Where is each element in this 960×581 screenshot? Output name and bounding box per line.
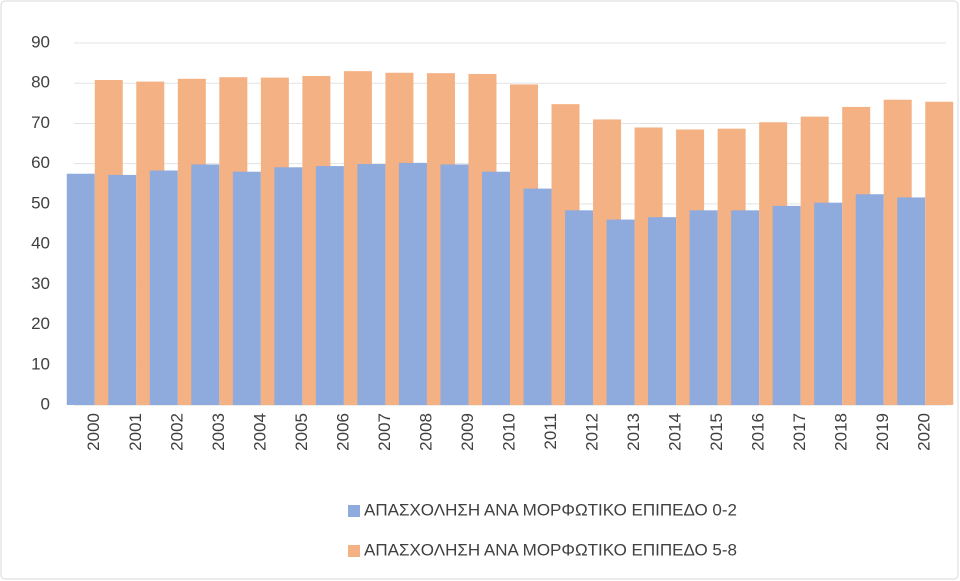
y-tick-label: 50 (31, 193, 50, 212)
x-tick-label: 2013 (624, 413, 643, 451)
x-tick-label: 2011 (541, 413, 560, 450)
bar (66, 173, 95, 405)
y-tick-label: 20 (31, 314, 50, 333)
x-tick-label: 2014 (666, 413, 685, 451)
bar (523, 188, 552, 405)
legend-label: ΑΠΑΣΧΟΛΗΣΗ ΑΝΑ ΜΟΡΦΩΤΙΚΟ ΕΠΙΠΕΔΟ 0-2 (364, 500, 737, 519)
x-tick-label: 2007 (375, 413, 394, 451)
x-tick-label: 2009 (458, 413, 477, 451)
bar (565, 210, 594, 405)
bar (855, 194, 884, 405)
bar (772, 205, 801, 405)
x-tick-label: 2019 (873, 413, 892, 451)
y-tick-label: 60 (31, 153, 50, 172)
x-tick-label: 2000 (84, 413, 103, 451)
y-tick-label: 30 (31, 274, 50, 293)
bar (606, 219, 635, 405)
x-tick-label: 2020 (915, 413, 934, 451)
legend-label: ΑΠΑΣΧΟΛΗΣΗ ΑΝΑ ΜΟΡΦΩΤΙΚΟ ΕΠΙΠΕΔΟ 5-8 (364, 540, 737, 559)
bar (689, 210, 718, 405)
legend-marker (348, 505, 360, 517)
x-tick-label: 2004 (250, 413, 269, 451)
x-tick-label: 2017 (790, 413, 809, 451)
y-tick-label: 70 (31, 113, 50, 132)
x-tick-label: 2005 (292, 413, 311, 451)
x-tick-label: 2003 (209, 413, 228, 451)
bar (108, 174, 137, 405)
y-tick-label: 10 (31, 354, 50, 373)
x-tick-label: 2008 (416, 413, 435, 451)
x-tick-label: 2006 (333, 413, 352, 451)
bar (398, 162, 427, 405)
y-tick-label: 80 (31, 73, 50, 92)
y-tick-label: 40 (31, 234, 50, 253)
bar (731, 210, 760, 405)
y-tick-label: 0 (41, 394, 50, 413)
y-tick-label: 90 (31, 32, 50, 51)
bar (897, 197, 926, 405)
x-tick-label: 2002 (167, 413, 186, 451)
x-tick-label: 2016 (749, 413, 768, 451)
bar (357, 164, 386, 405)
bar (191, 164, 220, 405)
bar (274, 167, 303, 405)
bar (315, 166, 344, 405)
bar (925, 101, 954, 406)
x-tick-label: 2015 (707, 413, 726, 451)
bar (232, 171, 261, 405)
bar (149, 170, 178, 405)
bar (648, 217, 677, 405)
x-tick-label: 2010 (499, 413, 518, 451)
x-tick-label: 2001 (126, 413, 145, 451)
bar (482, 171, 510, 405)
bar (814, 202, 843, 405)
x-tick-label: 2012 (583, 413, 602, 451)
legend-marker (348, 545, 360, 557)
x-tick-label: 2018 (832, 413, 851, 451)
bar (440, 164, 469, 405)
